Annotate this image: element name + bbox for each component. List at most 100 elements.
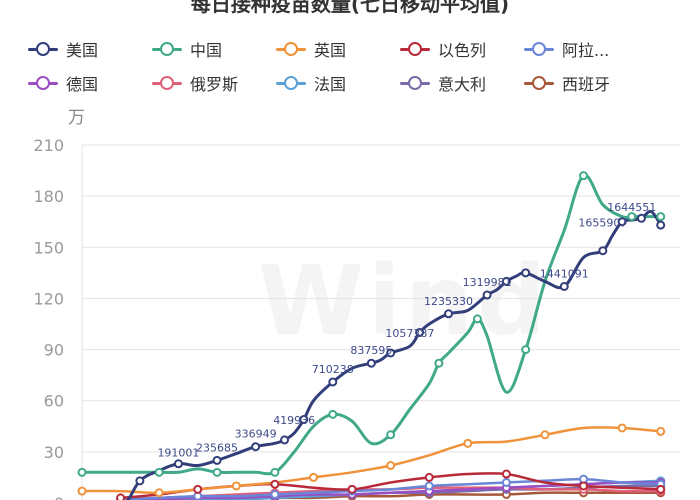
data-point [212,455,222,465]
data-label: 1644551 [607,201,656,214]
legend-marker-icon [524,42,554,56]
legend-marker-icon [276,76,306,90]
y-axis-unit: 万 [68,108,85,128]
data-point [424,481,434,491]
data-point [617,217,627,227]
data-point [116,493,126,500]
data-point [482,290,492,300]
legend-label: 英国 [314,41,347,60]
legend-label: 德国 [66,75,99,94]
data-point [270,489,280,499]
legend-item[interactable]: 意大利 [400,71,524,95]
data-label: 837595 [350,344,392,357]
y-tick-label: 210 [33,136,64,155]
y-tick-label: 120 [33,289,64,308]
legend-label: 法国 [314,75,347,94]
legend-label: 中国 [190,41,223,60]
legend-item[interactable]: 阿拉... [524,37,648,61]
legend: 美国 中国 英国 以色列 阿拉... 德国 俄罗斯 法国 意大利 西班牙 [28,32,688,100]
legend-item[interactable]: 法国 [276,71,400,95]
legend-row-1: 美国 中国 英国 以色列 阿拉... [28,32,688,66]
data-point [501,276,511,286]
legend-label: 意大利 [438,75,487,94]
y-tick-label: 60 [44,392,64,411]
data-point [617,423,627,433]
legend-marker-icon [524,76,554,90]
y-tick-label: 180 [33,187,64,206]
legend-item[interactable]: 西班牙 [524,71,648,95]
data-point [656,212,666,222]
data-point [386,460,396,470]
data-label: 419936 [273,414,315,427]
data-label: 710238 [312,363,354,376]
watermark: Wind [258,245,550,357]
legend-label: 美国 [66,41,99,60]
legend-item[interactable]: 俄罗斯 [152,71,276,95]
data-point [472,314,482,324]
y-tick-label: 150 [33,238,64,257]
data-point [540,430,550,440]
data-point [193,484,203,494]
legend-row-2: 德国 俄罗斯 法国 意大利 西班牙 [28,66,688,100]
series-lines [81,173,662,500]
legend-label: 以色列 [438,41,487,60]
data-point [328,377,338,387]
data-point [463,438,473,448]
data-point [415,328,425,338]
data-label: 1441091 [540,267,589,280]
series-line [120,477,661,500]
legend-item[interactable]: 德国 [28,71,152,95]
legend-marker-icon [152,76,182,90]
data-point [154,488,164,498]
data-label: 235685 [196,441,238,454]
data-point [386,430,396,440]
data-label: 191001 [157,446,199,459]
data-point [135,476,145,486]
legend-marker-icon [28,76,58,90]
data-point [251,442,261,452]
legend-marker-icon [400,76,430,90]
data-point [501,478,511,488]
legend-label: 俄罗斯 [190,75,239,94]
data-point [656,220,666,230]
data-point [347,484,357,494]
legend-label: 西班牙 [562,75,611,94]
series-line [126,209,662,500]
data-point [231,481,241,491]
data-point [598,246,608,256]
data-point [579,481,589,491]
data-label: 336949 [235,428,277,441]
data-point [579,171,589,181]
data-point [280,435,290,445]
data-point [270,479,280,489]
data-point [173,459,183,469]
data-point [521,345,531,355]
data-label: 1057387 [385,327,434,340]
data-point [424,472,434,482]
legend-marker-icon [28,42,58,56]
legend-item[interactable]: 英国 [276,37,400,61]
legend-item[interactable]: 中国 [152,37,276,61]
grid-lines [81,144,680,500]
data-point [386,348,396,358]
legend-item[interactable]: 以色列 [400,37,524,61]
data-point [656,484,666,494]
data-point [308,472,318,482]
data-point [627,212,637,222]
data-label: 1655907 [578,216,627,229]
data-point [299,414,309,424]
y-tick-label: 90 [44,341,64,360]
y-tick-label: 0 [54,494,64,500]
series-line [81,426,661,495]
legend-marker-icon [400,42,430,56]
data-point [328,409,338,419]
y-tick-labels: 0 30 60 90 120 150 180 210 [33,136,64,500]
data-point [434,358,444,368]
series-line [82,173,661,476]
data-label: 1319981 [463,276,512,289]
data-point [636,213,646,223]
data-point [154,467,164,477]
legend-item[interactable]: 美国 [28,37,152,61]
